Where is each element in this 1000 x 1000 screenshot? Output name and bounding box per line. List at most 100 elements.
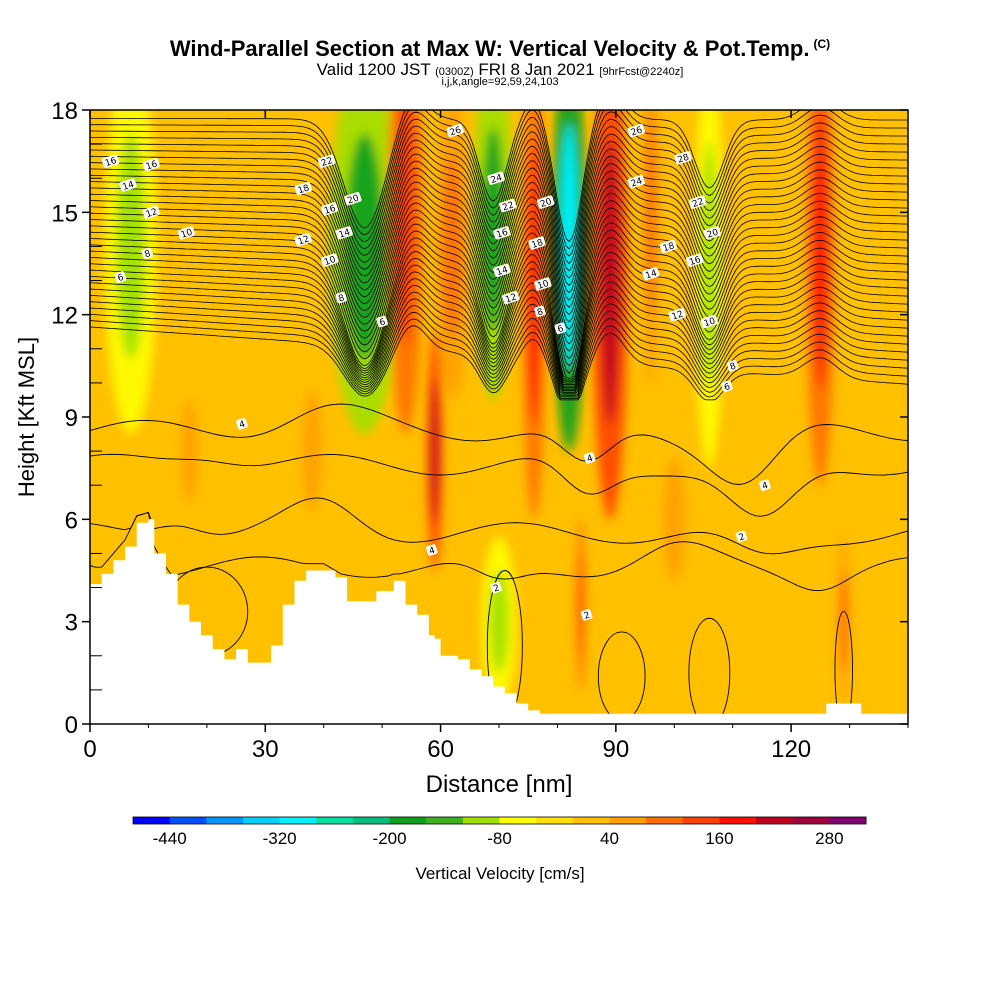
contour-label-bg-42 (735, 530, 748, 543)
colorbar-swatch-10 (499, 817, 537, 824)
theta-contour-mid-0 (90, 403, 908, 485)
contour-label-35: 12 (668, 307, 686, 323)
contour-label-bg-10 (320, 202, 339, 216)
contour-label-text-15: 6 (378, 317, 387, 328)
w-feature-core-13 (840, 570, 847, 673)
contour-label-bg-6 (114, 271, 127, 283)
contour-label-text-25: 8 (536, 307, 545, 318)
contour-label-text-29: 24 (630, 176, 644, 189)
contour-label-2: 14 (119, 178, 137, 193)
theta-contour-upper-23 (90, 163, 908, 316)
contour-label-bg-39 (236, 418, 248, 430)
theta-contour-upper-3 (90, 305, 908, 396)
contour-label-text-16: 26 (449, 125, 463, 138)
contour-label-text-41: 4 (761, 481, 770, 492)
contour-label-bg-14 (335, 291, 347, 304)
contour-label-33: 16 (686, 253, 704, 268)
contour-label-5: 8 (141, 247, 154, 260)
contour-label-text-13: 10 (323, 255, 337, 268)
colorbar-tick-label-6: 280 (815, 829, 843, 848)
contour-label-text-43: 4 (428, 546, 437, 557)
contour-label-text-19: 20 (539, 197, 553, 210)
vertical-velocity-field (90, 110, 908, 724)
theta-contour-mid-1 (90, 453, 908, 517)
contour-label-22: 14 (493, 263, 511, 278)
colorbar: -440 -320 -200 -80 40 160 280 (132, 816, 867, 848)
contour-label-bg-18 (499, 198, 517, 213)
contour-label-27: 26 (627, 123, 645, 138)
theta-contour-upper-14 (90, 229, 908, 379)
contour-label-text-17: 24 (490, 173, 504, 186)
contour-label-10: 16 (320, 202, 339, 217)
contour-label-bg-43 (426, 544, 438, 556)
theta-contour-upper-15 (90, 222, 908, 374)
contour-label-bg-29 (627, 174, 645, 189)
contour-label-bg-2 (119, 178, 137, 192)
contour-label-39: 4 (236, 418, 248, 431)
w-feature-core-12 (578, 553, 584, 656)
contour-label-20: 16 (493, 226, 511, 241)
contour-label-9: 20 (344, 191, 362, 207)
contour-label-bg-33 (686, 253, 704, 267)
contour-label-43: 4 (426, 544, 438, 557)
chart-title-text: Wind-Parallel Section at Max W: Vertical… (169, 36, 810, 61)
contour-label-bg-12 (294, 232, 312, 247)
contour-label-text-23: 12 (504, 293, 518, 306)
contour-label-6: 6 (114, 271, 127, 284)
chart-title: Wind-Parallel Section at Max W: Vertical… (0, 36, 1000, 62)
x-tick-label-3: 90 (603, 736, 630, 763)
theta-contour-mid-2 (90, 497, 908, 555)
colorbar-tick-label-4: 40 (600, 829, 619, 848)
colorbar-swatch-15 (682, 817, 720, 824)
contour-label-21: 18 (528, 236, 546, 251)
contour-label-37: 8 (726, 360, 739, 373)
contour-label-bg-40 (583, 452, 596, 464)
contour-label-text-10: 16 (323, 204, 337, 217)
axes: 0 30 60 90 120 0 3 6 9 12 15 18 Distance [nm] Height … (14, 98, 909, 798)
contour-label-text-11: 14 (338, 228, 352, 241)
theta-contour-upper-16 (90, 214, 908, 367)
theta-contour-upper-11 (90, 251, 908, 384)
w-feature-core-9 (646, 110, 656, 315)
contour-label-text-26: 6 (556, 324, 565, 335)
contour-label-25: 8 (534, 305, 546, 318)
theta-contour-upper-0 (90, 325, 908, 401)
w-feature-core-14 (489, 570, 509, 673)
contour-label-text-0: 16 (104, 156, 118, 169)
subtitle-zulu: (0300Z) (435, 66, 474, 78)
colorbar-swatch-16 (719, 817, 757, 824)
contour-label-text-27: 26 (630, 125, 644, 138)
w-feature-core-7 (559, 123, 579, 370)
contour-label-32: 18 (659, 239, 678, 254)
contour-label-bg-13 (320, 253, 339, 267)
contour-label-45: 2 (580, 609, 593, 622)
contour-label-bg-35 (668, 307, 686, 322)
y-tick-label-0: 0 (65, 712, 78, 739)
contour-label-text-22: 14 (495, 265, 509, 278)
theta-contour-upper-26 (90, 141, 908, 294)
contour-label-13: 10 (320, 253, 339, 268)
contour-label-bg-19 (537, 195, 555, 209)
w-feature-core-3 (430, 379, 439, 523)
y-axis-label: Height [Kft MSL] (14, 337, 39, 497)
contour-label-bg-17 (487, 171, 505, 185)
contour-label-bg-1 (142, 157, 160, 172)
contour-label-bg-32 (659, 239, 678, 254)
x-tick-label-4: 120 (771, 736, 811, 763)
contour-label-4: 10 (177, 226, 196, 241)
theta-contour-mid-3 (90, 511, 908, 592)
contour-label-text-18: 22 (501, 200, 515, 213)
contour-label-bg-22 (493, 263, 511, 278)
contour-label-bg-31 (703, 226, 721, 240)
contour-label-41: 4 (759, 479, 771, 492)
contour-label-text-28: 28 (676, 153, 690, 166)
theta-contour-loop-4 (834, 611, 853, 724)
subtitle-forecast: [9hrFcst@2240z] (599, 66, 684, 78)
colorbar-swatch-18 (792, 817, 830, 824)
theta-contour-upper-19 (90, 192, 908, 345)
contour-label-text-36: 10 (703, 316, 717, 329)
theta-contour-upper-31 (90, 110, 908, 257)
contour-label-bg-30 (689, 195, 707, 209)
w-feature-core-16 (302, 389, 322, 513)
